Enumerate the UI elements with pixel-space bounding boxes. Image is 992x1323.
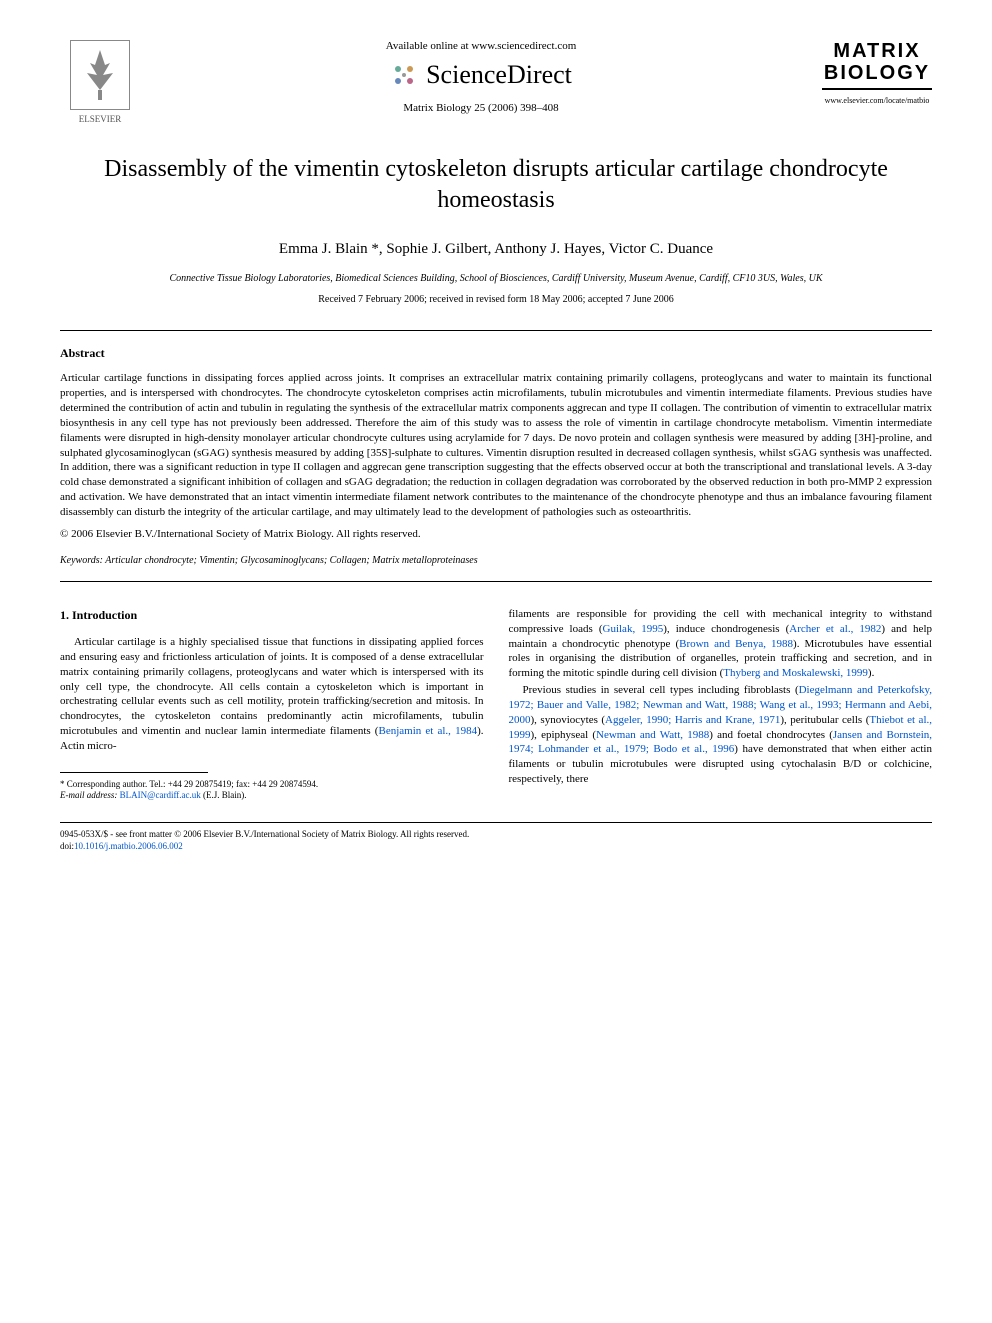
divider-rule [60, 330, 932, 331]
reference-link[interactable]: Newman and Watt, 1988 [596, 729, 709, 741]
right-column: filaments are responsible for providing … [509, 607, 933, 802]
available-online-text: Available online at www.sciencedirect.co… [140, 40, 822, 52]
divider-rule-2 [60, 581, 932, 582]
intro-heading: 1. Introduction [60, 607, 484, 623]
body-paragraph: filaments are responsible for providing … [509, 607, 933, 681]
reference-link[interactable]: Thyberg and Moskalewski, 1999 [723, 667, 868, 679]
corresponding-author-footnote: * Corresponding author. Tel.: +44 29 208… [60, 779, 484, 802]
reference-link[interactable]: Benjamin et al., 1984 [378, 725, 477, 737]
reference-link[interactable]: Guilak, 1995 [603, 623, 664, 635]
journal-logo: MATRIX BIOLOGY www.elsevier.com/locate/m… [822, 40, 932, 105]
journal-url: www.elsevier.com/locate/matbio [822, 96, 932, 105]
abstract-heading: Abstract [60, 346, 932, 361]
center-header: Available online at www.sciencedirect.co… [140, 40, 822, 114]
left-column: 1. Introduction Articular cartilage is a… [60, 607, 484, 802]
sciencedirect-icon [390, 61, 418, 89]
body-paragraph: Articular cartilage is a highly speciali… [60, 635, 484, 754]
email-link[interactable]: BLAIN@cardiff.ac.uk [120, 790, 201, 800]
elsevier-tree-icon [70, 40, 130, 110]
elsevier-logo: ELSEVIER [60, 40, 140, 124]
elsevier-name: ELSEVIER [60, 114, 140, 124]
journal-title-logo: MATRIX BIOLOGY [822, 40, 932, 90]
reference-link[interactable]: Aggeler, 1990; Harris and Krane, 1971 [605, 714, 780, 726]
body-paragraph: Previous studies in several cell types i… [509, 683, 933, 787]
citation-line: Matrix Biology 25 (2006) 398–408 [140, 102, 822, 114]
footer-rule [60, 822, 932, 823]
keywords-line: Keywords: Articular chondrocyte; Vimenti… [60, 555, 932, 566]
abstract-copyright: © 2006 Elsevier B.V./International Socie… [60, 528, 932, 540]
footnote-rule [60, 772, 208, 773]
header-bar: ELSEVIER Available online at www.science… [60, 40, 932, 124]
sciencedirect-brand: ScienceDirect [140, 60, 822, 90]
dates-line: Received 7 February 2006; received in re… [60, 294, 932, 305]
authors-line: Emma J. Blain *, Sophie J. Gilbert, Anth… [60, 241, 932, 258]
article-title: Disassembly of the vimentin cytoskeleton… [60, 154, 932, 216]
abstract-text: Articular cartilage functions in dissipa… [60, 371, 932, 519]
footer-text: 0945-053X/$ - see front matter © 2006 El… [60, 829, 932, 852]
body-columns: 1. Introduction Articular cartilage is a… [60, 607, 932, 802]
affiliation-line: Connective Tissue Biology Laboratories, … [60, 273, 932, 284]
reference-link[interactable]: Archer et al., 1982 [789, 623, 881, 635]
doi-link[interactable]: 10.1016/j.matbio.2006.06.002 [74, 841, 183, 851]
reference-link[interactable]: Brown and Benya, 1988 [679, 638, 793, 650]
